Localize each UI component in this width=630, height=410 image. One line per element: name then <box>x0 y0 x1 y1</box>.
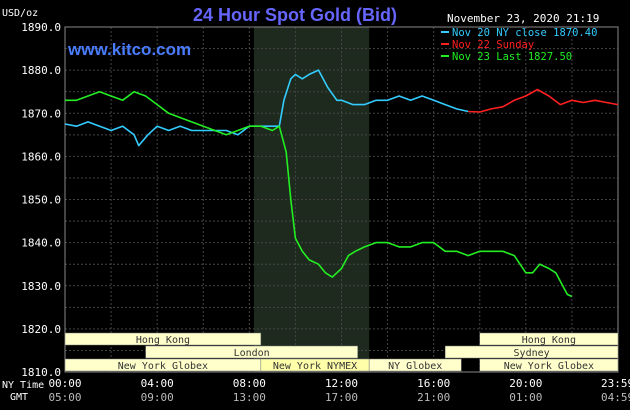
y-axis-label: USD/oz <box>2 8 38 19</box>
y-tick-label: 1810.0 <box>21 366 61 379</box>
series-line-2 <box>468 88 619 113</box>
session-bar <box>479 332 619 346</box>
session-label: New York Globex <box>504 361 594 372</box>
watermark: www.kitco.com <box>67 40 191 59</box>
x-tick-label-gmt: 17:00 <box>325 391 358 404</box>
session-label: Hong Kong <box>136 335 190 346</box>
session-label: New York Globex <box>118 361 208 372</box>
x-tick-label-ny: 23:59 <box>601 377 630 390</box>
x-row-label-ny: NY Time <box>2 380 44 391</box>
y-tick-label: 1890.0 <box>21 21 61 34</box>
session-label: London <box>234 348 270 359</box>
y-tick-label: 1840.0 <box>21 237 61 250</box>
session-label: NY Globex <box>388 361 442 372</box>
x-tick-label-ny: 00:00 <box>48 377 81 390</box>
x-tick-label-gmt: 13:00 <box>233 391 266 404</box>
legend-entry: Nov 20 NY close 1870.40 <box>452 27 597 39</box>
nymex-session-band <box>253 27 370 372</box>
session-label: Hong Kong <box>522 335 576 346</box>
session-bar <box>444 345 619 359</box>
x-tick-label-ny: 20:00 <box>509 377 542 390</box>
plot-frame <box>64 26 619 373</box>
x-tick-label-gmt: 04:59 <box>601 391 630 404</box>
session-bar <box>368 358 462 372</box>
session-bar <box>64 332 262 346</box>
session-bar <box>479 358 619 372</box>
session-label: Sydney <box>514 348 550 359</box>
x-tick-label-gmt: 21:00 <box>417 391 450 404</box>
y-tick-label: 1820.0 <box>21 323 61 336</box>
x-tick-label-gmt: 01:00 <box>509 391 542 404</box>
chart-title: 24 Hour Spot Gold (Bid) <box>193 5 397 25</box>
y-tick-label: 1830.0 <box>21 280 61 293</box>
timestamp: November 23, 2020 21:19 <box>447 12 599 25</box>
y-tick-label: 1860.0 <box>21 150 61 163</box>
x-tick-label-gmt: 05:00 <box>48 391 81 404</box>
y-tick-label: 1850.0 <box>21 194 61 207</box>
session-bar <box>145 345 358 359</box>
legend-entry: Nov 22 Sunday <box>452 39 534 51</box>
legend-entry: Nov 23 Last 1827.50 <box>452 51 572 63</box>
series-line-3 <box>65 90 573 298</box>
x-tick-label-ny: 12:00 <box>325 377 358 390</box>
x-tick-label-gmt: 09:00 <box>141 391 174 404</box>
x-row-label-gmt: GMT <box>10 392 28 403</box>
session-label: New York NYMEX <box>273 361 357 372</box>
x-tick-label-ny: 16:00 <box>417 377 450 390</box>
y-tick-label: 1880.0 <box>21 64 61 77</box>
x-tick-label-ny: 04:00 <box>141 377 174 390</box>
x-tick-label-ny: 08:00 <box>233 377 266 390</box>
y-tick-label: 1870.0 <box>21 107 61 120</box>
